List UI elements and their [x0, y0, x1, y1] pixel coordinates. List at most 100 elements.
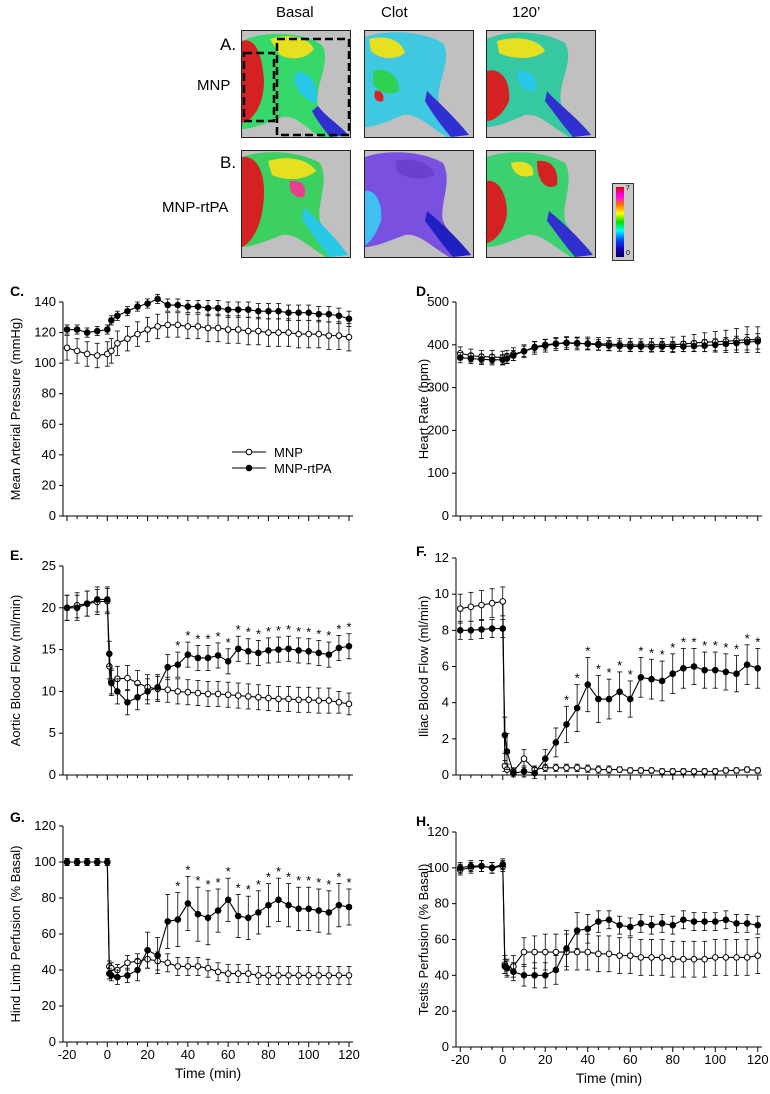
data-point-mnp [224, 970, 232, 977]
perfusion-image-mnp-rtpa-clot [364, 150, 474, 258]
data-point-mnp [164, 686, 172, 694]
data-point-mnp-rtpa [93, 596, 101, 603]
chart-e [59, 565, 353, 780]
y-tick-label: 400 [427, 337, 449, 352]
data-point-mnp-rtpa [164, 663, 172, 671]
data-point-mnp [722, 767, 730, 774]
data-point-mnp-rtpa [743, 661, 751, 668]
data-point-mnp-rtpa [214, 907, 222, 914]
data-point-mnp-rtpa [244, 914, 252, 922]
data-point-mnp-rtpa [335, 312, 343, 320]
data-point-mnp-rtpa [184, 303, 192, 310]
data-point-mnp-rtpa [345, 315, 353, 323]
data-point-mnp-rtpa [503, 355, 511, 362]
perfusion-image-mnp-basal [241, 30, 351, 138]
data-point-mnp-rtpa [204, 654, 212, 662]
data-point-mnp-rtpa [626, 695, 634, 703]
significance-star: * [226, 635, 231, 650]
data-point-mnp [743, 766, 751, 773]
data-point-mnp-rtpa [722, 916, 730, 924]
data-point-mnp-rtpa [295, 647, 302, 654]
data-point-mnp-rtpa [325, 651, 333, 658]
data-point-mnp [637, 767, 645, 774]
data-point-mnp [626, 952, 634, 959]
data-point-mnp-rtpa [584, 925, 592, 933]
data-point-mnp [124, 959, 131, 967]
significance-star: * [296, 873, 301, 888]
data-point-mnp [584, 765, 592, 772]
y-tick-label: 40 [435, 967, 449, 982]
significance-star: * [734, 642, 739, 657]
data-point-mnp-rtpa [335, 901, 343, 909]
data-point-mnp-rtpa [224, 896, 232, 904]
y-axis-label: Iliac Blood Flow (ml/min) [416, 596, 431, 738]
x-tick-label: 0 [104, 1047, 111, 1062]
y-axis-label: Testis Perfusion (% Basal) [416, 864, 431, 1016]
y-tick-label: 20 [435, 1003, 449, 1018]
panel-label: E. [10, 547, 23, 563]
y-tick-label: 60 [42, 926, 56, 941]
data-point-mnp-rtpa [134, 303, 141, 310]
data-point-mnp-rtpa [733, 339, 740, 347]
data-point-mnp [224, 691, 232, 699]
data-point-mnp-rtpa [595, 918, 602, 925]
data-point-mnp [520, 948, 528, 956]
data-point-mnp [214, 324, 222, 332]
data-point-mnp-rtpa [478, 356, 485, 363]
data-point-mnp-rtpa [467, 627, 475, 634]
significance-star: * [195, 873, 200, 888]
data-point-mnp [63, 344, 71, 352]
y-tick-label: 6 [442, 659, 449, 674]
data-point-mnp [315, 972, 323, 979]
data-point-mnp [754, 952, 762, 959]
data-point-mnp-rtpa [488, 356, 496, 364]
data-point-mnp-rtpa [63, 604, 71, 612]
x-axis-label: Time (min) [175, 1065, 241, 1081]
data-point-mnp [690, 768, 698, 775]
data-point-mnp [733, 954, 740, 961]
data-point-mnp [114, 339, 121, 347]
data-point-mnp-rtpa [626, 343, 634, 350]
data-point-mnp [345, 972, 353, 979]
y-tick-label: 300 [427, 380, 449, 395]
significance-star: * [256, 877, 261, 892]
data-point-mnp-rtpa [114, 973, 121, 981]
data-point-mnp [285, 972, 292, 979]
perfusion-image-mnp-120 [486, 30, 596, 138]
x-tick-label: 40 [181, 1047, 195, 1062]
y-axis-label: Hind Limb Perfusion (% Basal) [8, 845, 23, 1022]
data-point-mnp [531, 948, 538, 956]
data-point-mnp [680, 768, 687, 775]
x-tick-label: 20 [538, 1052, 552, 1067]
data-point-mnp-rtpa [503, 964, 511, 972]
data-point-mnp [174, 963, 182, 970]
data-point-mnp [552, 764, 560, 772]
data-point-mnp [275, 972, 282, 979]
y-tick-label: 200 [427, 422, 449, 437]
chart-d [452, 301, 762, 521]
data-point-mnp [626, 767, 634, 774]
data-point-mnp [648, 954, 655, 961]
data-point-mnp [234, 692, 242, 699]
significance-star: * [266, 870, 271, 885]
data-point-mnp-rtpa [285, 309, 292, 317]
y-tick-label: 20 [42, 600, 56, 615]
data-point-mnp-rtpa [164, 918, 172, 925]
data-point-mnp-rtpa [733, 920, 740, 927]
data-point-mnp-rtpa [690, 918, 698, 925]
data-point-mnp [194, 323, 202, 330]
data-point-mnp-rtpa [626, 923, 634, 931]
significance-star: * [336, 870, 341, 885]
data-point-mnp-rtpa [305, 309, 312, 317]
data-point-mnp-rtpa [616, 921, 623, 929]
significance-star: * [564, 692, 569, 707]
data-point-mnp-rtpa [204, 914, 212, 922]
data-point-mnp [616, 952, 623, 959]
data-point-mnp [255, 327, 262, 335]
data-point-mnp-rtpa [563, 721, 570, 728]
data-point-mnp [488, 599, 496, 607]
data-point-mnp-rtpa [108, 679, 115, 687]
significance-star: * [236, 880, 241, 895]
data-point-mnp [174, 321, 182, 329]
data-point-mnp [234, 326, 242, 333]
